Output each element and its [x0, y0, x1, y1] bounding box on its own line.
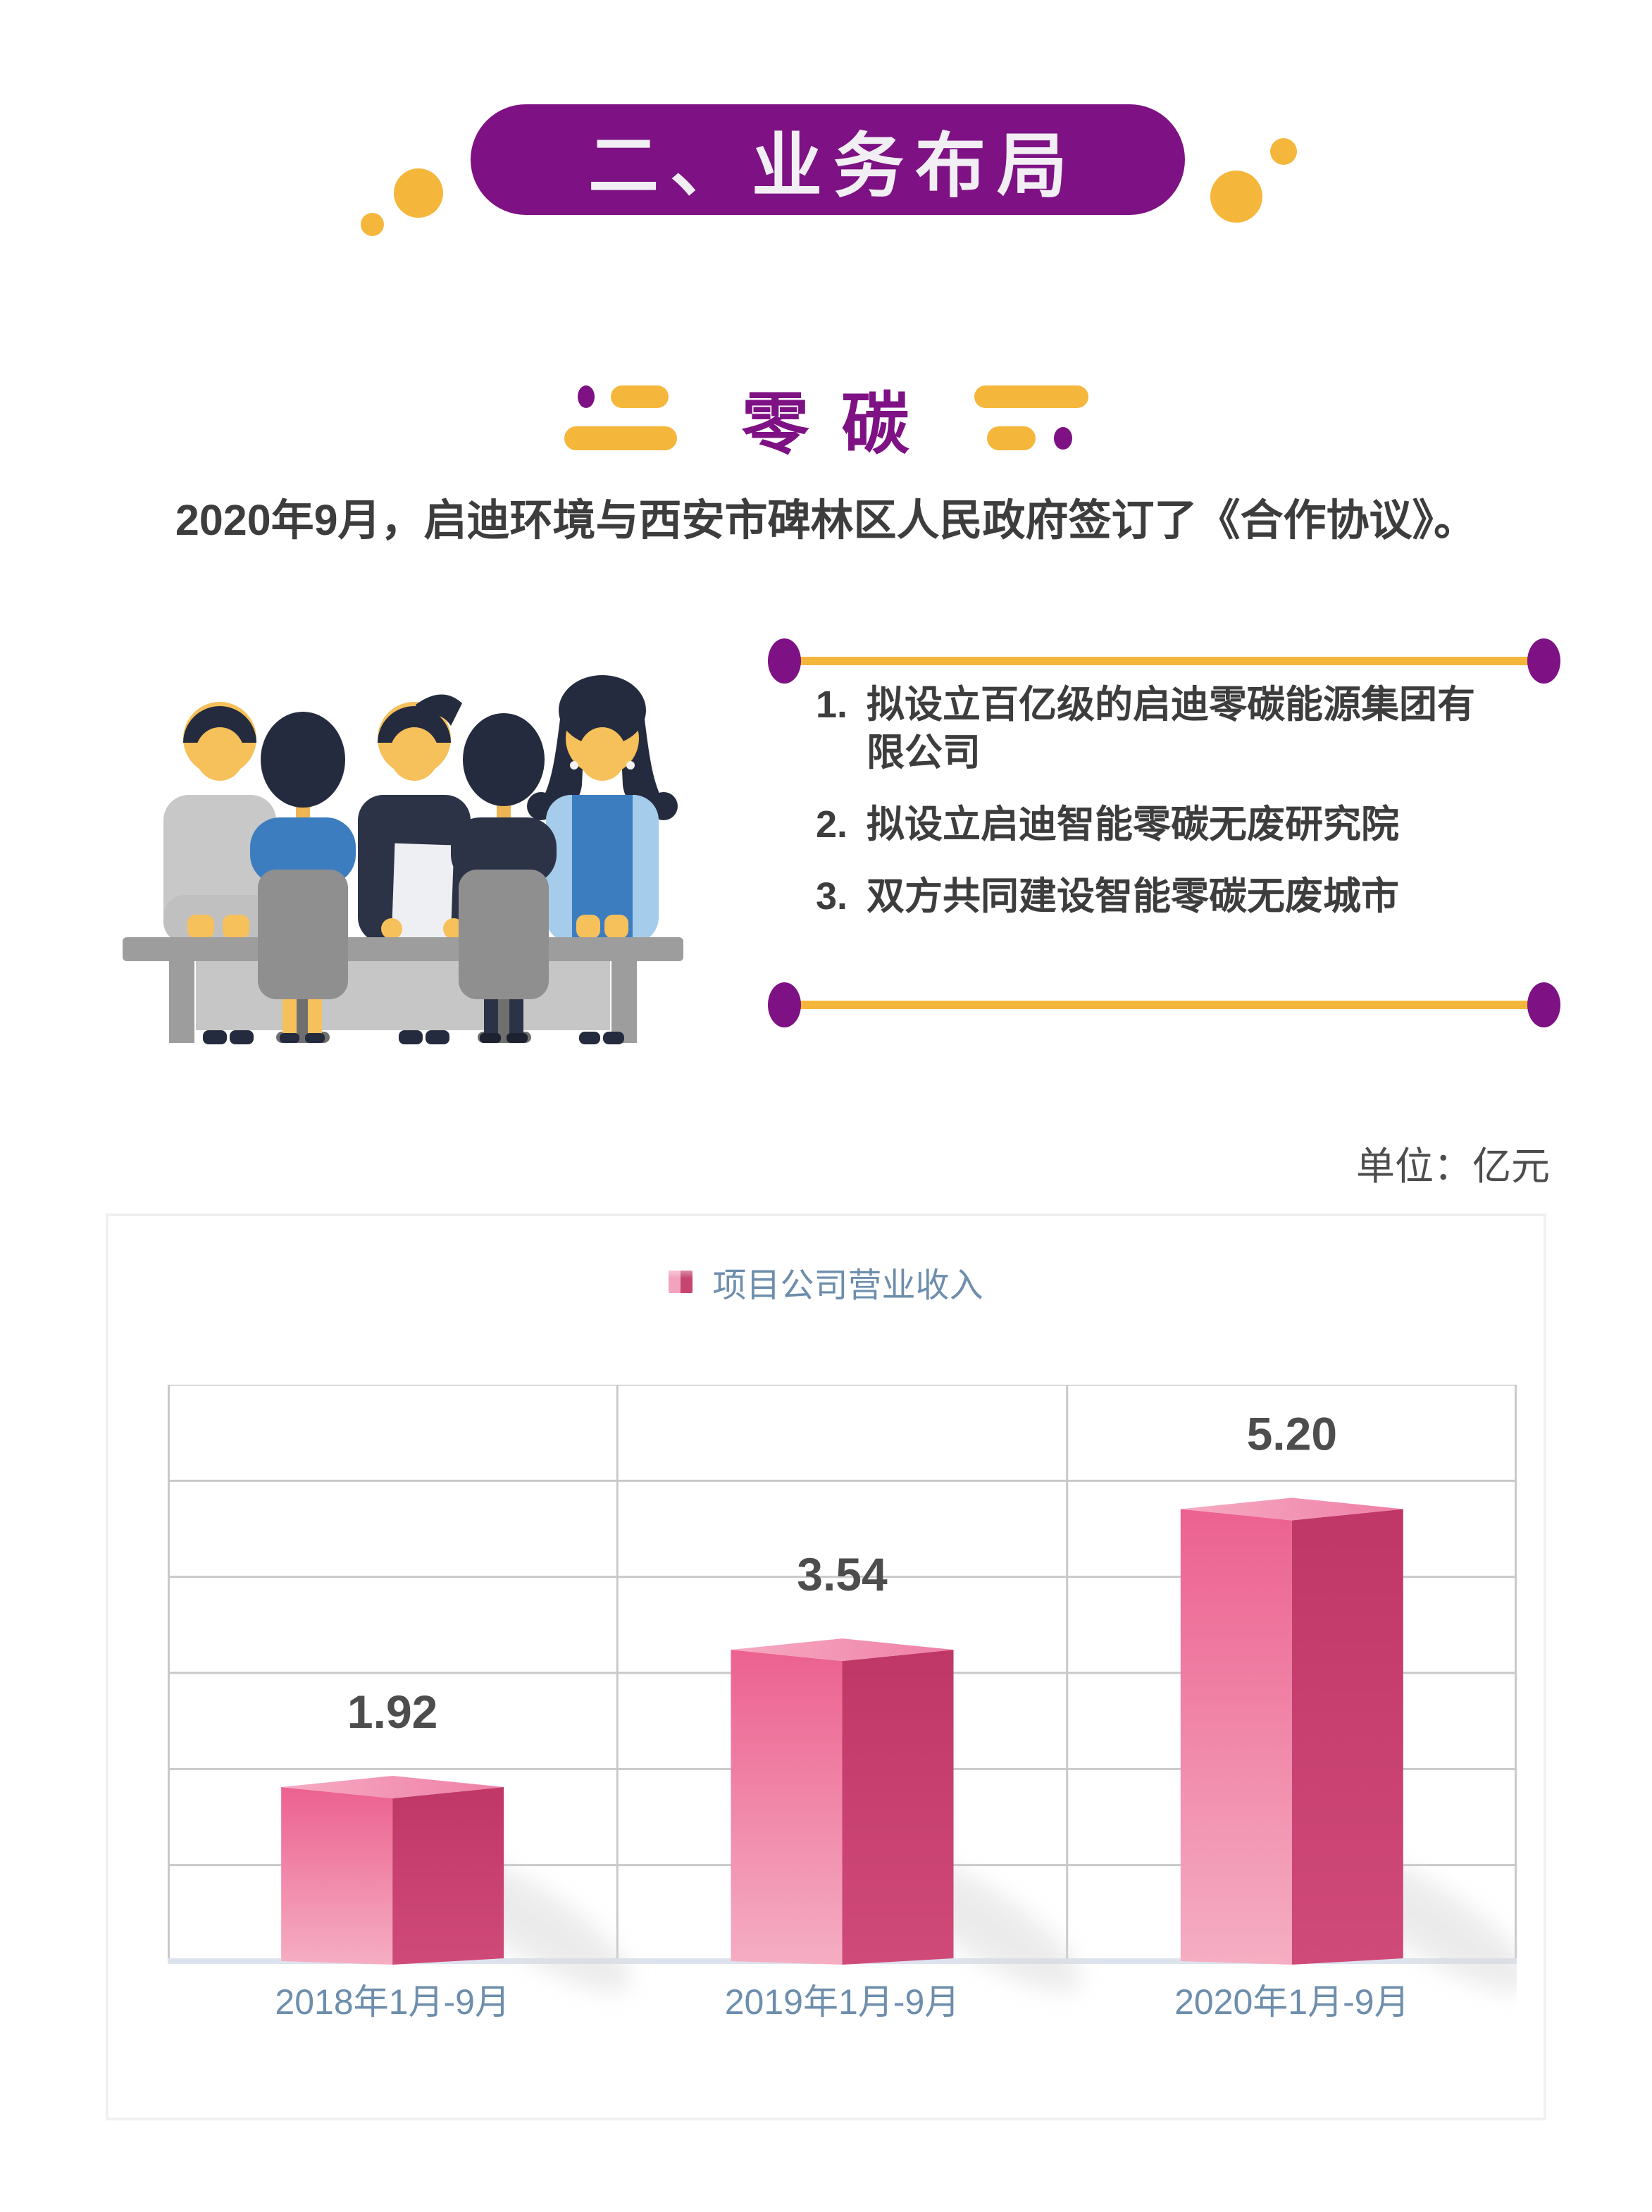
item-number: 1.	[816, 684, 848, 726]
bar-front-face	[281, 1787, 393, 1965]
item-text: 双方共同建设智能零碳无废城市	[867, 875, 1399, 917]
bar-group: 1.92	[281, 1686, 631, 1992]
legend-marker-icon	[669, 1271, 693, 1293]
x-axis-label: 2019年1月-9月	[725, 1982, 960, 2022]
legend-label: 项目公司营业收入	[712, 1267, 983, 1304]
decor-dot-icon	[361, 213, 384, 236]
agreement-item: 2. 拟设立启迪智能零碳无废研究院	[816, 801, 1541, 848]
item-number: 2.	[816, 803, 848, 846]
x-axis-label: 2018年1月-9月	[275, 1982, 510, 2022]
bar-top-face	[281, 1776, 504, 1799]
section-title: 零碳	[741, 387, 942, 462]
x-axis-label: 2020年1月-9月	[1174, 1982, 1410, 2022]
flourish-right-icon	[974, 385, 1088, 450]
bar-top-face	[731, 1638, 954, 1662]
page-title-banner: 二、业务布局	[471, 104, 1185, 215]
chart-legend: 项目公司营业收入	[108, 1257, 1544, 1306]
bar-side-face	[842, 1650, 954, 1965]
decor-dot-icon	[1210, 171, 1262, 223]
divider-top	[768, 638, 1560, 684]
item-number: 3.	[816, 875, 848, 917]
bar-front-face	[1180, 1509, 1292, 1965]
bar-value-label: 5.20	[1247, 1407, 1337, 1459]
divider-end-dot-icon	[1527, 638, 1560, 684]
item-text: 拟设立百亿级的启迪零碳能源集团有限公司	[867, 684, 1475, 774]
intro-text: 2020年9月，启迪环境与西安市碑林区人民政府签订了《合作协议》。	[175, 496, 1477, 544]
divider-line	[792, 1001, 1536, 1009]
meeting-illustration	[123, 675, 683, 1044]
person-back-suit	[451, 713, 557, 1043]
divider-end-dot-icon	[768, 638, 801, 684]
flourish-left-icon	[564, 385, 677, 450]
bar-top-face	[1180, 1497, 1403, 1521]
agreement-panel: 1. 拟设立百亿级的启迪零碳能源集团有限公司 2. 拟设立启迪智能零碳无废研究院…	[768, 634, 1560, 1029]
decor-dot-icon	[1270, 138, 1297, 165]
bar-side-face	[1291, 1509, 1403, 1965]
divider-bottom	[768, 982, 1560, 1027]
bar-side-face	[392, 1787, 504, 1965]
person-navy-paper	[358, 694, 471, 943]
chart-card: 项目公司营业收入 1.92 2018年1月-9月 3.54 2019年1月-9月 5.2…	[106, 1213, 1546, 2120]
person-blue-woman	[527, 675, 678, 943]
agreement-item: 1. 拟设立百亿级的启迪零碳能源集团有限公司	[816, 681, 1541, 777]
bar-chart: 1.92 2018年1月-9月 3.54 2019年1月-9月 5.20 2020年1月-…	[168, 1385, 1517, 2022]
section-header: 零碳	[0, 369, 1652, 467]
item-text: 拟设立启迪智能零碳无废研究院	[867, 803, 1399, 846]
divider-line	[792, 657, 1536, 665]
divider-end-dot-icon	[1527, 982, 1560, 1027]
bar-front-face	[731, 1650, 843, 1965]
decor-dot-icon	[394, 168, 443, 218]
person-gray-sweater	[163, 702, 276, 943]
bar-group: 5.20	[1180, 1407, 1517, 1992]
agreement-item: 3. 双方共同建设智能零碳无废城市	[816, 872, 1541, 920]
bar-group: 3.54	[731, 1548, 1081, 1992]
meeting-table	[123, 937, 683, 1044]
bar-value-label: 3.54	[797, 1548, 888, 1600]
unit-label: 单位：亿元	[1355, 1144, 1550, 1188]
agreement-list: 1. 拟设立百亿级的启迪零碳能源集团有限公司 2. 拟设立启迪智能零碳无废研究院…	[816, 681, 1541, 944]
bar-value-label: 1.92	[347, 1686, 437, 1738]
person-back-blue	[250, 712, 356, 1043]
page-title: 二、业务布局	[588, 127, 1079, 206]
divider-end-dot-icon	[768, 982, 801, 1027]
